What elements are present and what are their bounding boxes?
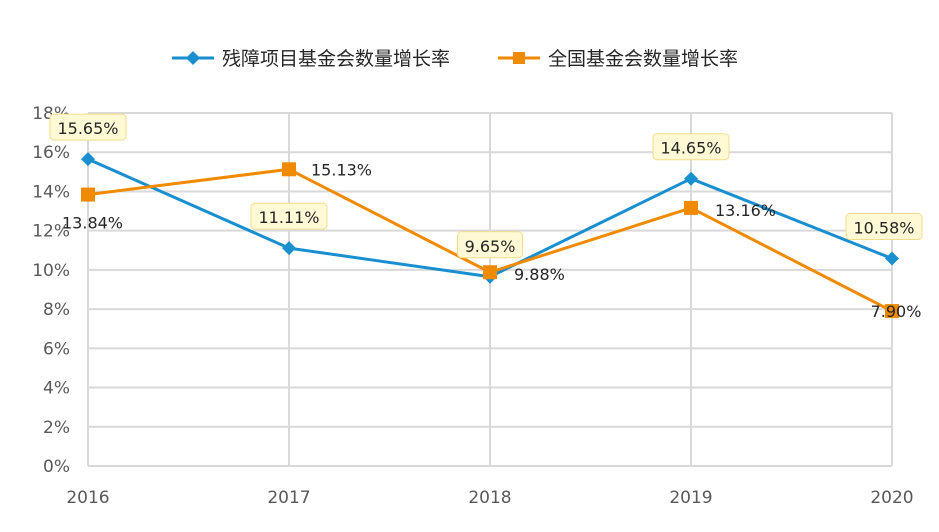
y-tick-label: 4%: [43, 379, 70, 399]
data-point-square: [282, 162, 296, 177]
data-label-boxed: 14.65%: [652, 133, 730, 161]
y-axis-ticks: 0%2%4%6%8%10%12%14%16%18%: [32, 104, 70, 477]
y-tick-label: 12%: [32, 222, 70, 242]
data-point-diamond: [81, 152, 95, 167]
x-tick-label: 2018: [468, 488, 511, 508]
data-point-diamond: [885, 251, 899, 266]
data-point-square: [885, 304, 899, 319]
data-point-diamond: [684, 171, 698, 186]
legend-label: 全国基金会数量增长率: [548, 48, 738, 70]
legend: 残障项目基金会数量增长率 全国基金会数量增长率: [172, 48, 738, 70]
x-tick-label: 2017: [267, 488, 310, 508]
y-tick-label: 16%: [32, 143, 70, 163]
y-tick-label: 0%: [43, 457, 70, 477]
x-tick-label: 2016: [66, 488, 109, 508]
data-label: 7.90%: [871, 302, 922, 321]
data-label: 15.13%: [311, 160, 372, 179]
y-tick-label: 14%: [32, 182, 70, 202]
gridlines: [87, 112, 893, 467]
x-tick-label: 2020: [870, 488, 913, 508]
data-label-boxed: 15.65%: [49, 113, 127, 141]
data-label: 9.65%: [465, 237, 516, 256]
data-label: 10.58%: [853, 219, 914, 238]
data-label-box: [250, 202, 328, 230]
legend-item: 残障项目基金会数量增长率: [172, 48, 450, 70]
data-label: 13.84%: [62, 214, 123, 233]
y-tick-label: 2%: [43, 418, 70, 438]
data-point-square: [684, 200, 698, 215]
y-tick-label: 10%: [32, 261, 70, 281]
y-tick-label: 6%: [43, 339, 70, 359]
data-label-box: [845, 213, 923, 241]
data-label: 13.16%: [715, 201, 776, 220]
y-tick-label: 8%: [43, 300, 70, 320]
data-label-box: [652, 133, 730, 161]
data-label-box: [457, 231, 523, 259]
legend-item: 全国基金会数量增长率: [498, 48, 738, 70]
data-label: 15.65%: [57, 119, 118, 138]
legend-marker-diamond: [186, 51, 200, 65]
data-label: 11.11%: [258, 208, 319, 227]
data-label-boxed: 9.65%: [457, 231, 523, 259]
data-point-diamond: [282, 241, 296, 256]
data-point-square: [483, 265, 497, 280]
series-national: [81, 162, 899, 319]
data-label: 14.65%: [660, 139, 721, 158]
x-tick-label: 2019: [669, 488, 712, 508]
data-label-box: [49, 113, 127, 141]
data-point-square: [81, 187, 95, 202]
data-labels: 15.65% 11.11% 9.65% 14.65% 10.58% 13.84% 15.13…: [49, 113, 923, 321]
x-axis-ticks: 2016 2017 2018 2019 2020: [66, 488, 913, 508]
data-label: 9.88%: [514, 265, 565, 284]
legend-label: 残障项目基金会数量增长率: [222, 48, 450, 70]
data-label-boxed: 11.11%: [250, 202, 328, 230]
data-label-boxed: 10.58%: [845, 213, 923, 241]
legend-marker-square: [513, 52, 525, 64]
